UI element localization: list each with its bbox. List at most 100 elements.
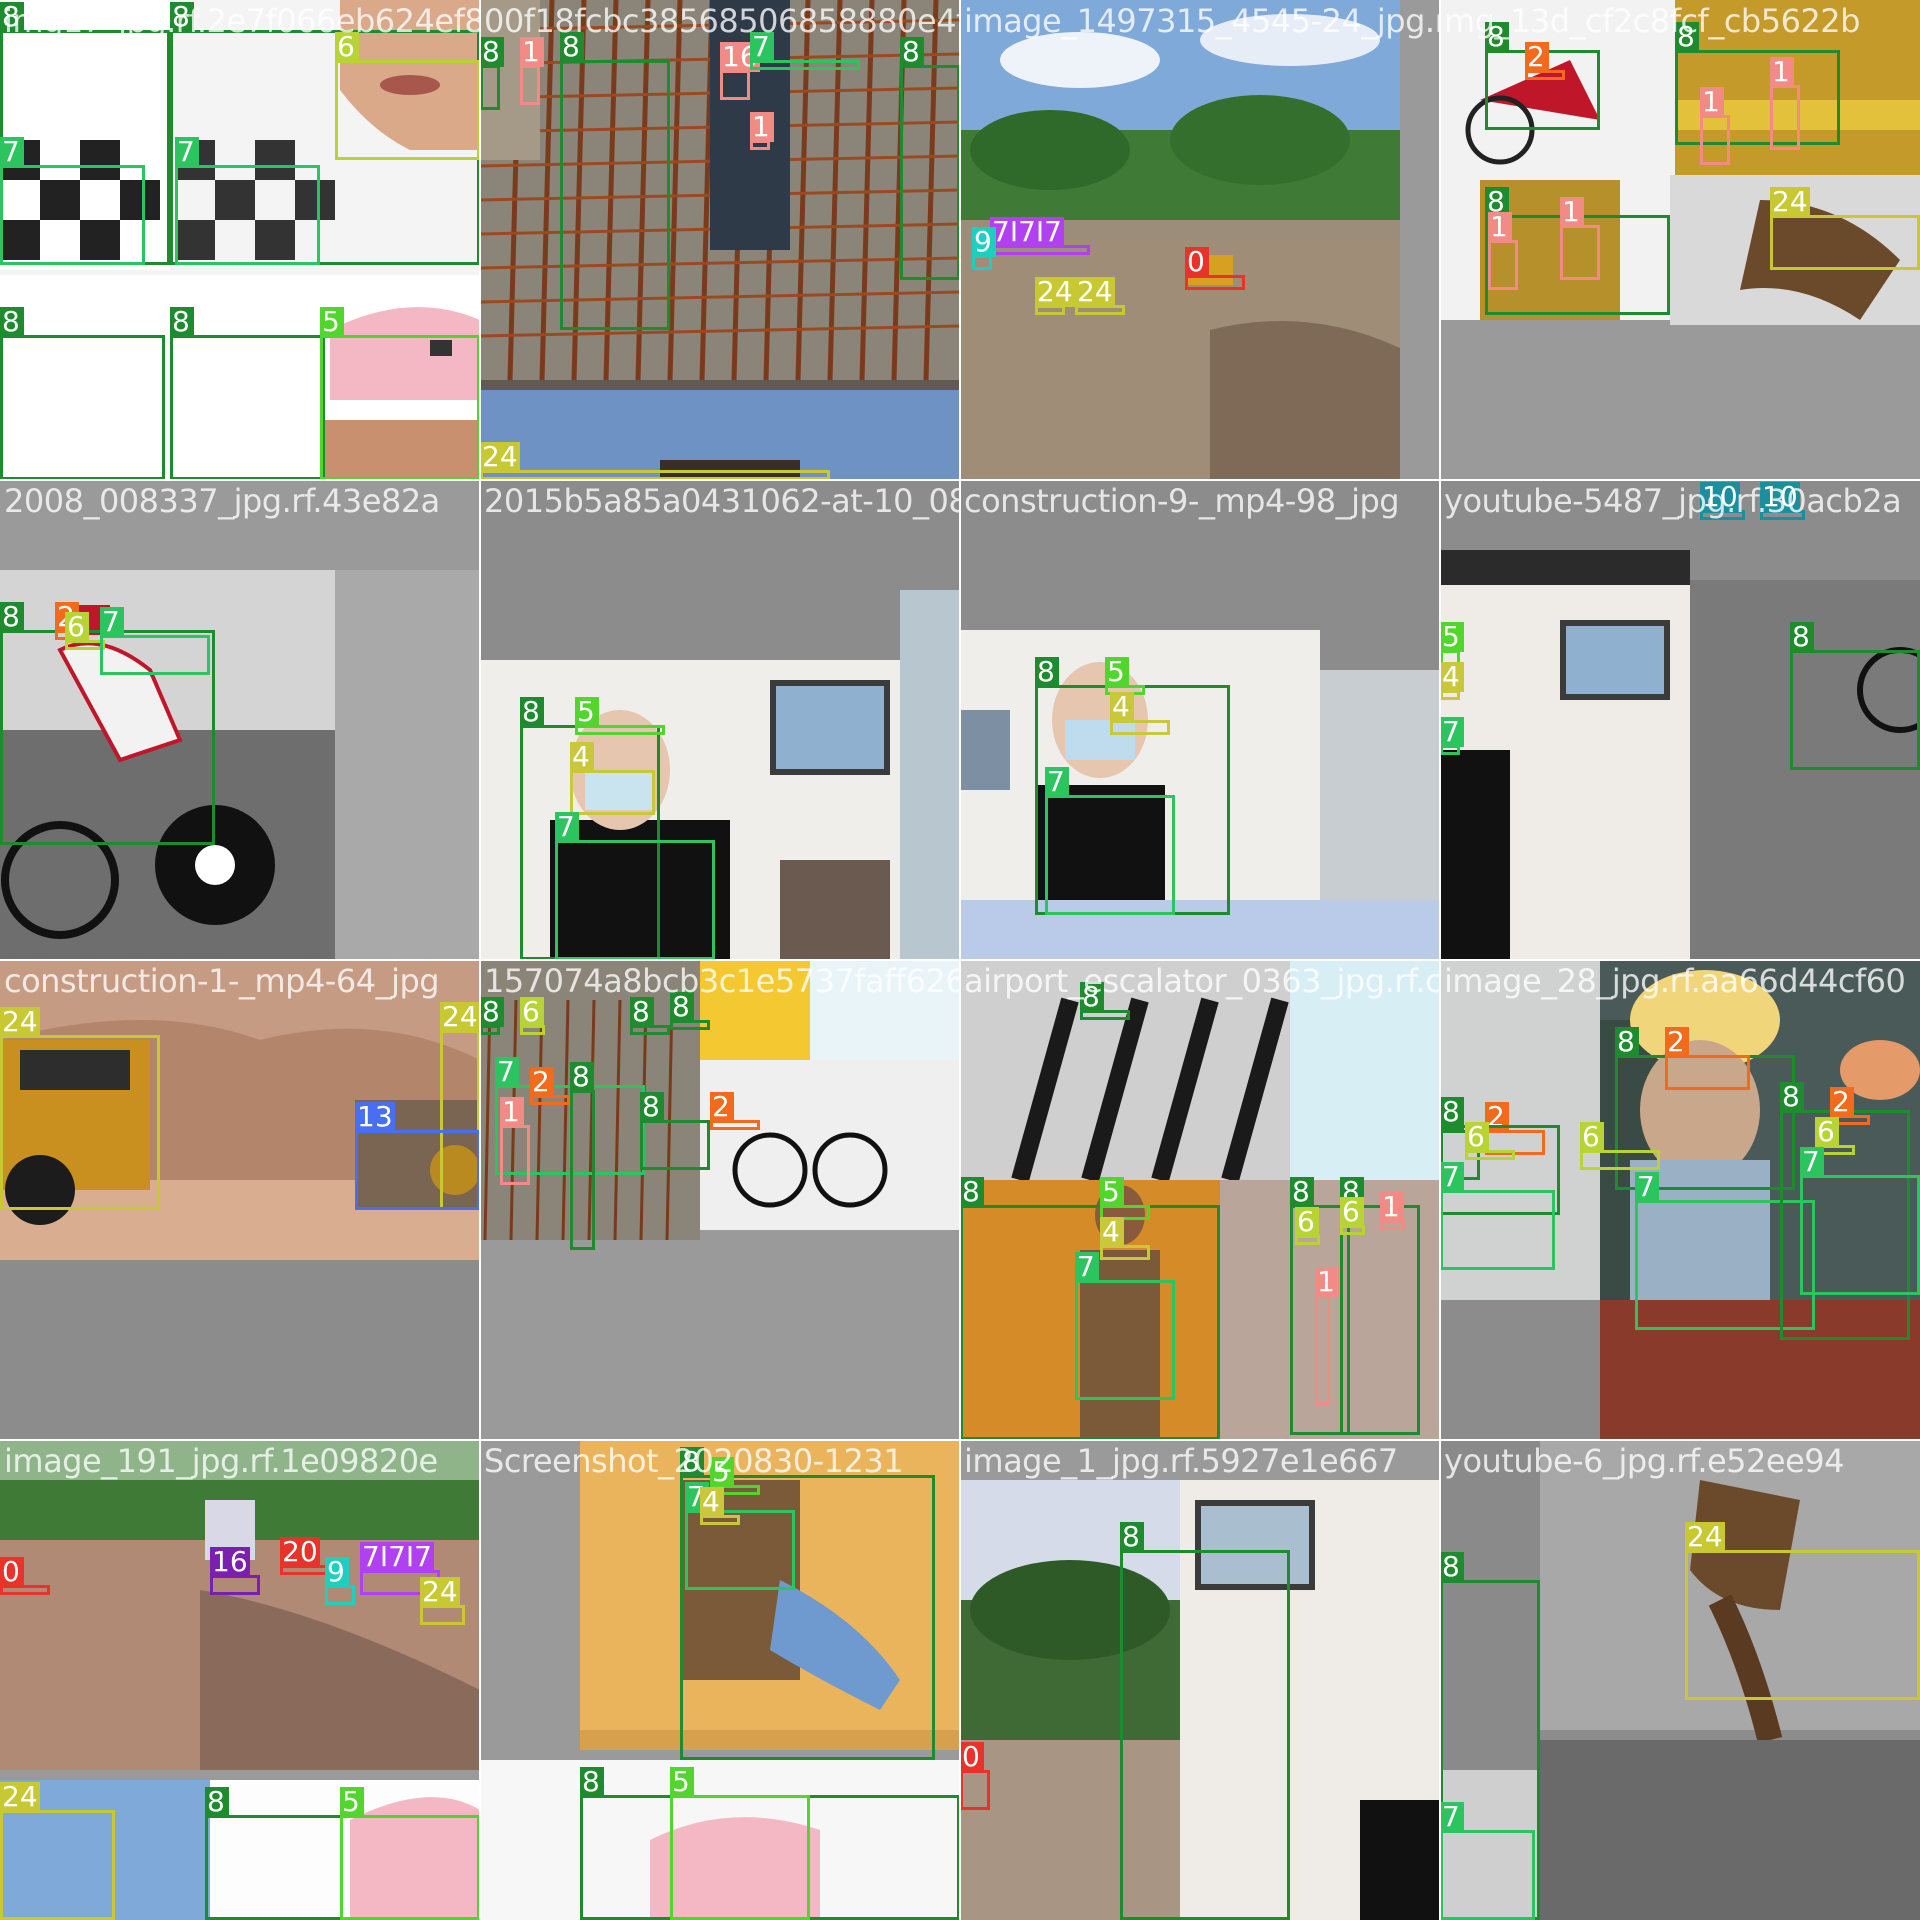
detection-box: 16	[720, 42, 760, 100]
detection-box: 5	[1100, 1177, 1150, 1220]
class-label: 8	[1035, 657, 1059, 687]
detection-box: 8	[630, 997, 670, 1035]
class-label: 1	[500, 1097, 524, 1127]
tile-image	[1440, 1440, 1920, 1920]
tile-image	[960, 480, 1440, 960]
detection-box: 7	[1440, 717, 1464, 755]
tile-image	[0, 1440, 480, 1920]
mosaic-tile: 88677885img17_jpg.rf.2e7f066eb624ef8f8f5…	[0, 0, 480, 480]
detection-box: 8	[670, 992, 710, 1030]
class-label: 8	[960, 1177, 984, 1207]
class-label: 6	[1295, 1207, 1319, 1237]
class-label: 1	[520, 37, 544, 67]
class-label: 2	[1830, 1087, 1854, 1117]
tile-image	[1440, 0, 1920, 480]
class-label: 8	[1440, 1097, 1464, 1127]
class-label: 0	[0, 1557, 24, 1587]
detection-box: 7	[555, 812, 715, 960]
class-label: 8	[1780, 1082, 1804, 1112]
class-label: 8	[520, 697, 544, 727]
detection-box: 9	[325, 1557, 355, 1605]
mosaic-tile: 8 8 5 4 7 8 8 6 1 6 1 airport_escalator_0363_jpg.rf…	[960, 960, 1440, 1440]
mosaic-tile: 82672008_008337_jpg.rf.43e82a	[0, 480, 480, 960]
class-label: 8	[1080, 982, 1104, 1012]
class-label: 20	[280, 1535, 320, 1568]
class-label: 8	[205, 1787, 229, 1817]
detection-box: 6	[1295, 1207, 1320, 1245]
class-label: 0	[1185, 247, 1209, 277]
class-label: 24	[1685, 1520, 1725, 1553]
detection-box: 8	[1675, 22, 1840, 145]
detection-box: 1	[1315, 1267, 1339, 1405]
detection-box: 24	[440, 1002, 480, 1210]
detection-box: 6	[520, 997, 545, 1035]
detection-box: 8	[1080, 982, 1130, 1020]
class-label: 0	[960, 1742, 984, 1772]
detection-box: 5	[575, 697, 665, 735]
mosaic-tile: 8 1 8 16 7 1 8 24 00f18fcbc38568506858880e4f	[480, 0, 960, 480]
class-label: 7	[495, 1057, 519, 1087]
detection-box: 6	[335, 32, 480, 160]
detection-box: 8	[480, 37, 504, 110]
class-label: 8	[670, 992, 694, 1022]
detection-box: 2	[530, 1067, 570, 1105]
class-label: 7	[1440, 717, 1464, 747]
class-label: 7I7I7	[360, 1540, 434, 1573]
class-label: 24	[1035, 275, 1075, 308]
class-label: 7	[1075, 1252, 1099, 1282]
class-label: 24	[1075, 275, 1115, 308]
class-label: 9	[325, 1557, 349, 1587]
detection-box: 8	[1440, 1097, 1560, 1215]
detection-box: 6	[1340, 1197, 1365, 1235]
grid-divider	[0, 1439, 1920, 1441]
detection-box: 24	[1075, 277, 1125, 315]
detection-box: 24	[1685, 1522, 1920, 1700]
detection-box: 1	[1770, 57, 1800, 150]
class-label: 5	[575, 697, 599, 727]
detection-box: 24	[1770, 187, 1920, 270]
mosaic-tile: 24 24 13 construction-1-_mp4-64_jpg	[0, 960, 480, 1440]
detection-box: 24	[420, 1577, 465, 1625]
class-label: 9	[972, 227, 996, 257]
class-label: 1	[750, 112, 774, 142]
detection-box: 24	[0, 1007, 160, 1210]
class-label: 8	[640, 1092, 664, 1122]
mosaic-tile: 0 16 20 9 7I7I7 24 24 8 5 image_191_jpg.rf.1e0982…	[0, 1440, 480, 1920]
class-label: 8	[0, 602, 24, 632]
detection-box: 20	[280, 1537, 335, 1575]
class-label: 24	[1770, 185, 1810, 218]
detection-box: 1	[520, 37, 544, 105]
class-label: 8	[170, 2, 194, 32]
class-label: 6	[1465, 1122, 1489, 1152]
detection-box: 2	[1665, 1027, 1750, 1090]
detection-box: 7I7I7	[360, 1542, 440, 1595]
mosaic-tile: 07I7I792424image_1497315_4545-24_jpg.rf.…	[960, 0, 1440, 480]
detection-box: 8	[1790, 622, 1920, 770]
class-label: 7	[750, 32, 774, 62]
detection-box: 6	[1465, 1122, 1515, 1160]
class-label: 5	[670, 1767, 694, 1797]
class-label: 8	[570, 1062, 594, 1092]
class-label: 8	[1675, 22, 1699, 52]
detection-box: 7	[175, 137, 320, 265]
detection-box: 8	[960, 1177, 1220, 1440]
class-label: 8	[1485, 22, 1509, 52]
class-label: 2	[1665, 1027, 1689, 1057]
detection-box: 5	[320, 307, 480, 480]
mosaic-tile: 8282678267867image_28_jpg.rf.aa66d44cf60	[1440, 960, 1920, 1440]
class-label: 7	[1440, 1162, 1464, 1192]
class-label: 8	[900, 37, 924, 67]
class-label: 8	[630, 997, 654, 1027]
class-label: 6	[335, 32, 359, 62]
detection-box: 1	[500, 1097, 530, 1185]
class-label: 24	[480, 440, 520, 473]
class-label: 1	[1700, 87, 1724, 117]
detection-box: 8	[900, 37, 960, 280]
detection-box: 8	[560, 32, 670, 330]
class-label: 8	[170, 307, 194, 337]
class-label: 24	[420, 1575, 460, 1608]
mosaic-tile: 8 2 8 1 1 8 1 1 24 mg_13d_cf2c8fcf_cb5622b	[1440, 0, 1920, 480]
class-label: 4	[700, 1487, 724, 1517]
class-label: 8	[680, 1447, 704, 1477]
class-label: 1	[1770, 57, 1794, 87]
